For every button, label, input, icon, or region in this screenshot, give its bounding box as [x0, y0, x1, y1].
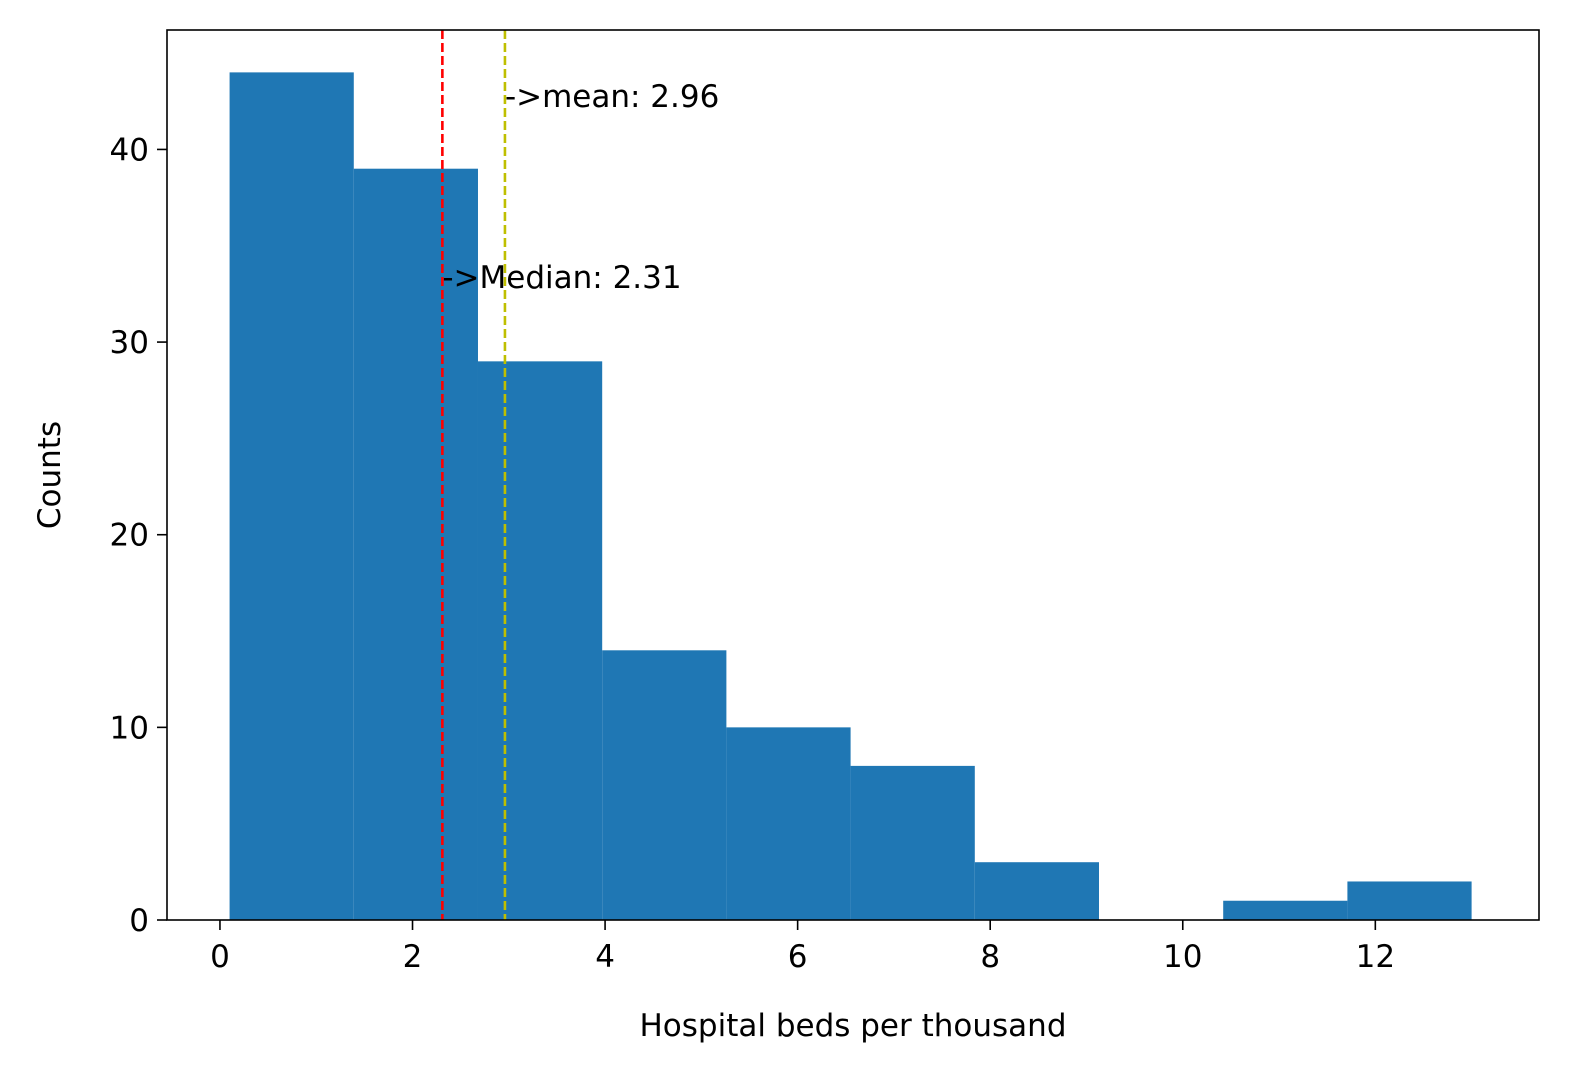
x-tick-label: 10 [1163, 939, 1202, 975]
histogram-bar [850, 765, 975, 920]
histogram-bar [974, 862, 1099, 920]
histogram-bars [229, 72, 1472, 920]
y-tick-label: 20 [110, 518, 149, 554]
histogram-bar [1347, 881, 1472, 920]
x-axis-label: Hospital beds per thousand [639, 1008, 1066, 1044]
x-tick-label: 2 [403, 939, 423, 975]
plot-frame [166, 29, 1540, 921]
histogram-bar [477, 361, 603, 920]
y-tick-label: 40 [110, 132, 149, 168]
y-tick-label: 0 [129, 903, 149, 939]
x-tick-label: 8 [980, 939, 1000, 975]
histogram-bar [353, 168, 478, 920]
histogram-bar [602, 650, 727, 920]
y-axis-label: Counts [32, 421, 68, 529]
mean-annotation: ->mean: 2.96 [505, 79, 719, 115]
x-tick-label: 0 [210, 939, 230, 975]
x-tick-label: 12 [1356, 939, 1395, 975]
y-axis-ticks: 0 10 20 30 40 [110, 132, 167, 939]
median-annotation: ->Median: 2.31 [442, 260, 681, 296]
x-tick-label: 4 [595, 939, 615, 975]
histogram-bar [726, 727, 851, 920]
y-tick-label: 10 [110, 710, 149, 746]
reference-lines: ->Median: 2.31 ->mean: 2.96 [441, 30, 719, 920]
histogram-bar [229, 72, 354, 920]
y-tick-label: 30 [110, 325, 149, 361]
x-axis-ticks: 0 2 4 6 8 10 12 [210, 920, 1395, 975]
x-tick-label: 6 [788, 939, 808, 975]
histogram-bar [1223, 900, 1348, 920]
